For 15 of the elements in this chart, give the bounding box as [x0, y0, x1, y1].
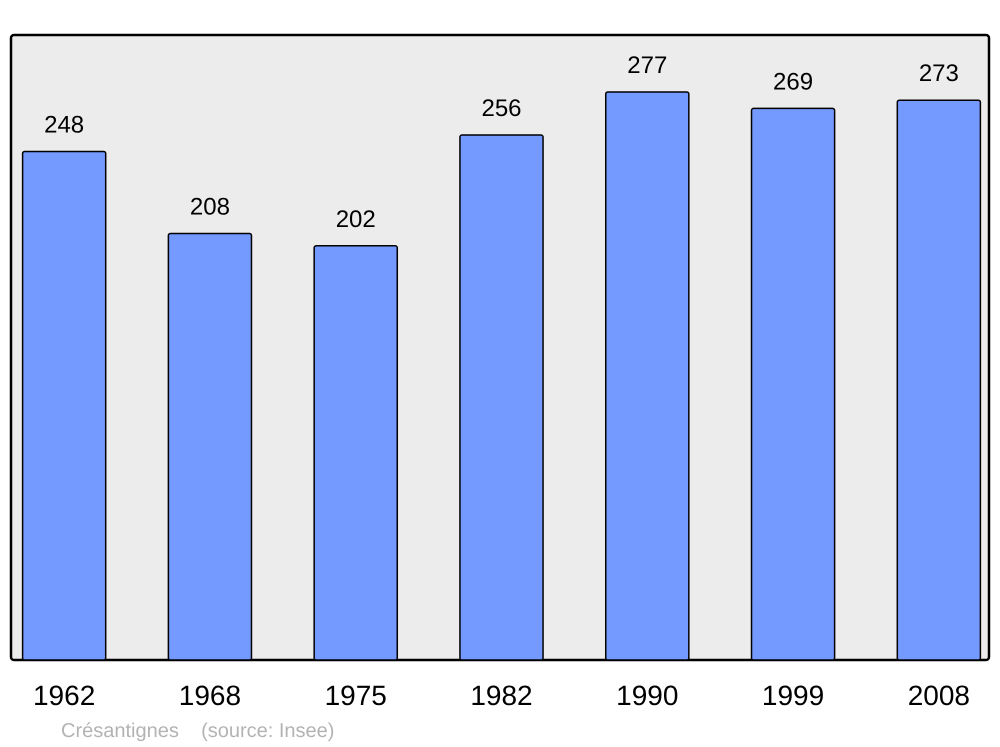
text: Crésantignes (source: Insee)	[61, 720, 334, 742]
x-tick-label: 1975	[324, 680, 387, 711]
x-tick-label: 1968	[178, 680, 242, 711]
data-label: 248	[44, 111, 84, 138]
data-label: 256	[481, 95, 522, 122]
x-tick-label: 2008	[908, 680, 970, 711]
x-tick-label: 1990	[616, 680, 678, 711]
data-label: 208	[190, 193, 230, 220]
data-label: 273	[918, 60, 959, 88]
data-label: 202	[336, 206, 376, 233]
x-tick-label: 1982	[470, 680, 533, 711]
x-tick-label: 1962	[33, 680, 96, 711]
data-label: 269	[773, 68, 814, 96]
x-tick-label: 1999	[762, 680, 824, 711]
data-label: 277	[627, 52, 668, 79]
